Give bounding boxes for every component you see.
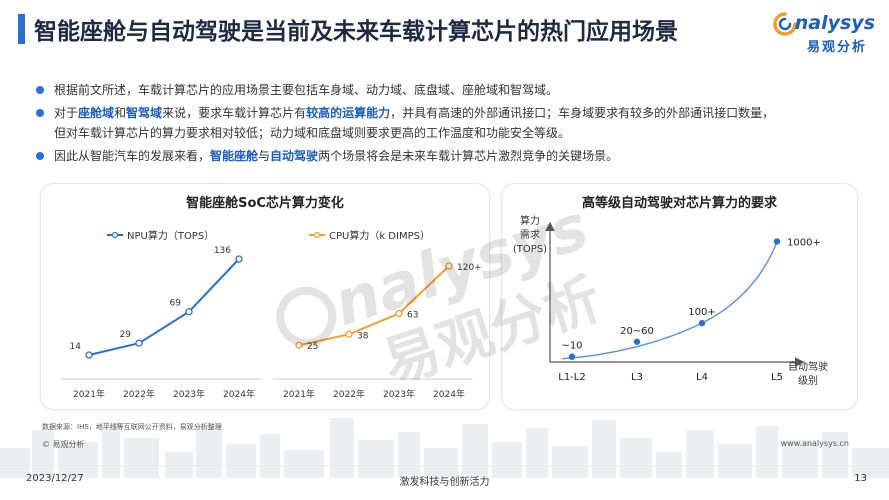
- footer-date: 2023/12/27: [26, 473, 84, 484]
- title-accent-bar: [18, 14, 25, 44]
- logo-swirl-icon: [773, 12, 797, 36]
- y-axis-label-line3: (TOPS): [513, 244, 547, 255]
- autonomous-driving-chart-panel: 高等级自动驾驶对芯片算力的要求 算力 需求 (TOPS) 自动驾驶 级别 ~10…: [501, 183, 858, 410]
- legend-npu-marker: [111, 231, 119, 239]
- data-label: 25: [307, 342, 318, 352]
- bullet-text: 与: [258, 149, 271, 163]
- data-point: [345, 330, 353, 338]
- data-source-note: 数据来源：IHS，地平线等互联网公开资料，易观分析整理: [42, 423, 222, 431]
- x-tick-label: L4: [696, 372, 708, 383]
- autonomous-driving-curve-chart: 算力 需求 (TOPS) 自动驾驶 级别 ~10 L1-L2 20~60 L3 100+…: [513, 214, 828, 387]
- legend-cpu-label: CPU算力（k DIMPS）: [329, 229, 430, 242]
- data-label: 38: [357, 331, 369, 341]
- bullet-text: 根据前文所述，车载计算芯片的应用场景主要包括车身域、动力域、底盘域、座舱域和智驾…: [54, 83, 559, 97]
- data-point: [85, 351, 93, 359]
- bullet-text: 但对车载计算芯片的算力要求相对较低；动力域和底盘域则要求更高的工作温度和功能安全…: [54, 126, 571, 140]
- bullet-list: 根据前文所述，车载计算芯片的应用场景主要包括车身域、动力域、底盘域、座舱域和智驾…: [36, 80, 866, 169]
- bullet-text: 对于: [54, 106, 79, 120]
- data-point: [185, 308, 193, 316]
- city-skyline-background: [0, 418, 889, 478]
- y-axis-label-line2: 需求: [520, 229, 540, 241]
- x-tick-label: L3: [631, 372, 643, 383]
- x-tick-label: L1-L2: [558, 372, 585, 383]
- bullet-item: 根据前文所述，车载计算芯片的应用场景主要包括车身域、动力域、底盘域、座舱域和智驾…: [36, 80, 866, 100]
- data-point: [568, 353, 576, 360]
- data-point: [395, 309, 403, 318]
- legend-npu-label: NPU算力（TOPS）: [127, 229, 214, 242]
- chart-title: 智能座舱SoC芯片算力变化: [186, 196, 344, 211]
- bullet-dot-icon: [36, 86, 44, 94]
- highlight-cockpit-domain: 座舱域: [78, 106, 115, 120]
- bullet-dot-icon: [36, 152, 44, 160]
- legend-cpu: CPU算力（k DIMPS）: [309, 229, 430, 242]
- legend-npu: NPU算力（TOPS）: [107, 229, 214, 242]
- soc-computing-chart-panel: 智能座舱SoC芯片算力变化 NPU算力（TOPS） CPU算力（k DIMPS）…: [40, 183, 490, 410]
- data-label: 120+: [457, 263, 482, 273]
- highlight-smart-cockpit: 智能座舱: [210, 149, 259, 163]
- x-tick-label: 2024年: [433, 388, 465, 400]
- highlight-autonomous-driving: 自动驾驶: [270, 149, 319, 163]
- data-label: 20~60: [620, 326, 654, 337]
- x-tick-label: L5: [771, 372, 783, 383]
- bullet-item: 因此从智能汽车的发展来看，智能座舱与自动驾驶两个场景将会是未来车载计算芯片激烈竞…: [36, 146, 866, 166]
- data-point: [135, 339, 143, 347]
- x-tick-label: 2023年: [383, 388, 415, 400]
- soc-line-chart: NPU算力（TOPS） CPU算力（k DIMPS） 14 2021年 29 2022…: [61, 229, 482, 400]
- data-label: 69: [170, 299, 182, 309]
- x-axis-label-line1: 自动驾驶: [788, 360, 828, 373]
- data-label: 14: [70, 342, 82, 352]
- data-label: ~10: [561, 341, 582, 352]
- chart-title: 高等级自动驾驶对芯片算力的要求: [581, 196, 777, 211]
- logo-text-en: nalysys: [794, 12, 875, 34]
- data-label: 1000+: [787, 237, 821, 248]
- x-tick-label: 2022年: [333, 388, 365, 400]
- data-point: [235, 255, 243, 263]
- data-point: [445, 262, 453, 270]
- data-label: 63: [407, 311, 418, 321]
- bullet-text: 因此从智能汽车的发展来看，: [54, 149, 211, 163]
- page-title: 智能座舱与自动驾驶是当前及未来车载计算芯片的热门应用场景: [34, 19, 678, 45]
- bullet-dot-icon: [36, 109, 44, 117]
- x-axis-label-line2: 级别: [798, 375, 818, 387]
- logo-text-cn: 易观分析: [806, 40, 867, 55]
- series-line-cpu: [298, 265, 450, 347]
- x-tick-label: 2024年: [223, 388, 255, 400]
- data-label: 100+: [688, 307, 715, 318]
- series-line-npu: [88, 258, 240, 356]
- x-tick-label: 2023年: [173, 388, 205, 400]
- data-point: [295, 341, 303, 349]
- x-tick-label: 2021年: [73, 388, 105, 400]
- bullet-text: 两个场景将会是未来车载计算芯片激烈竞争的关键场景。: [318, 149, 619, 163]
- footer-divider: [0, 465, 889, 466]
- data-label: 29: [120, 330, 132, 340]
- copyright-text: © 易观分析: [42, 440, 85, 449]
- requirement-curve: [561, 241, 778, 360]
- website-link[interactable]: www.analysys.cn: [780, 439, 849, 448]
- x-tick-label: 2021年: [283, 388, 315, 400]
- footer-slogan: 激发科技与创新活力: [399, 477, 490, 488]
- data-label: 136: [214, 246, 231, 256]
- highlight-adas-domain: 智驾域: [126, 106, 163, 120]
- data-point: [773, 238, 781, 245]
- bullet-text: ，并具有高速的外部通讯接口；车身域要求有较多的外部通讯接口数量，: [390, 106, 775, 120]
- highlight-computing-power: 较高的运算能力: [306, 106, 391, 120]
- bullet-text: 来说，要求车载计算芯片有: [162, 106, 307, 120]
- data-point: [698, 319, 706, 327]
- bullet-item: 对于座舱域和智驾域来说，要求车载计算芯片有较高的运算能力，并具有高速的外部通讯接…: [36, 103, 866, 143]
- y-axis-label-line1: 算力: [520, 214, 540, 227]
- bullet-text: 和: [114, 106, 127, 120]
- x-tick-label: 2022年: [123, 388, 155, 400]
- page-number: 13: [854, 473, 867, 484]
- legend-cpu-marker: [313, 231, 321, 239]
- data-point: [633, 338, 641, 345]
